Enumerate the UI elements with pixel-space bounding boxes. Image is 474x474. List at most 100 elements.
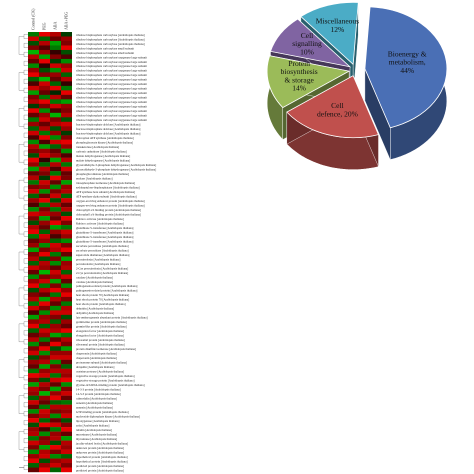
heatmap-cell bbox=[39, 58, 50, 64]
heatmap-row-label: predicted protein [Arabidopsis thaliana] bbox=[76, 468, 124, 472]
heatmap-cell bbox=[28, 409, 39, 414]
heatmap-cell bbox=[39, 234, 50, 239]
heatmap-cell bbox=[50, 310, 61, 316]
heatmap-cell bbox=[50, 449, 61, 455]
heatmap-cell bbox=[50, 126, 61, 131]
heatmap-row-label: ribulose bisphosphate carboxylase/oxygen… bbox=[76, 109, 147, 113]
pie-slice-label: Cell defence, 20% bbox=[317, 101, 358, 118]
heatmap-row-label: ubiquitin [Arabidopsis thaliana] bbox=[76, 365, 114, 369]
heatmap-cell bbox=[28, 296, 39, 302]
heatmap-cell bbox=[61, 436, 72, 441]
heatmap-cell bbox=[61, 337, 72, 342]
heatmap-row-label: ribulose bisphosphate carboxylase [Arabi… bbox=[76, 37, 145, 41]
heatmap-row-label: nucleoside diphosphate kinase [Arabidops… bbox=[76, 414, 140, 418]
heatmap-cell bbox=[39, 467, 50, 473]
heatmap-cell bbox=[61, 440, 72, 446]
heatmap-cell bbox=[61, 58, 72, 64]
heatmap-cell bbox=[39, 368, 50, 374]
heatmap-row-label: ribulose bisphosphate carboxylase/oxygen… bbox=[76, 78, 147, 82]
heatmap-cell bbox=[28, 252, 39, 257]
heatmap-cell bbox=[50, 283, 61, 289]
heatmap-cell bbox=[39, 436, 50, 441]
heatmap-column-label: ABA+PEG bbox=[64, 12, 69, 30]
heatmap-cell bbox=[28, 368, 39, 374]
heatmap-cell bbox=[61, 283, 72, 289]
heatmap-row-label: glyceraldehyde-3-phosphate dehydrogenase… bbox=[76, 168, 156, 172]
heatmap-cell bbox=[61, 90, 72, 96]
heatmap-cell bbox=[61, 274, 72, 280]
heatmap-cell bbox=[39, 207, 50, 212]
heatmap-row-label: Rubisco activase [Arabidopsis thaliana] bbox=[76, 217, 124, 221]
heatmap-cell bbox=[50, 153, 61, 158]
heatmap-cell bbox=[50, 67, 61, 73]
heatmap-cell bbox=[61, 252, 72, 257]
heatmap-cell bbox=[39, 413, 50, 419]
heatmap-row-label: ribulose bisphosphate carboxylase/oxygen… bbox=[76, 105, 147, 109]
heatmap-cell bbox=[61, 99, 72, 105]
heatmap-row-label: calmodulin [Arabidopsis thaliana] bbox=[76, 396, 117, 400]
heatmap-cell bbox=[50, 364, 61, 369]
heatmap-row-label: chlorophyll a/b binding protein [Arabido… bbox=[76, 212, 141, 216]
heatmap-cell bbox=[39, 180, 50, 185]
heatmap-cell bbox=[61, 355, 72, 360]
heatmap-row-label: ribulose bisphosphate carboxylase/oxygen… bbox=[76, 69, 147, 73]
heatmap-row-label: 2-Cys peroxiredoxin [Arabidopsis thalian… bbox=[76, 271, 128, 275]
heatmap-cell bbox=[50, 404, 61, 410]
heatmap-cell bbox=[61, 404, 72, 410]
heatmap-cell bbox=[39, 216, 50, 221]
heatmap-cell bbox=[50, 400, 61, 405]
heatmap-row-label: ribulose bisphosphate carboxylase/oxygen… bbox=[76, 55, 147, 59]
heatmap-cell bbox=[61, 454, 72, 459]
heatmap-cell bbox=[50, 135, 61, 140]
heatmap-cell bbox=[28, 112, 39, 118]
heatmap-cell bbox=[61, 72, 72, 78]
heatmap-cell bbox=[61, 400, 72, 405]
heatmap-cell bbox=[39, 386, 50, 392]
heatmap-cell bbox=[61, 346, 72, 351]
heatmap-cell bbox=[50, 350, 61, 356]
heatmap-cell bbox=[50, 243, 61, 248]
heatmap-cell bbox=[39, 355, 50, 360]
heatmap-cell bbox=[61, 94, 72, 100]
heatmap-cell bbox=[39, 418, 50, 423]
heatmap-cell bbox=[50, 301, 61, 307]
heatmap-row-label: ribulose bisphosphate carboxylase/oxygen… bbox=[76, 87, 147, 91]
heatmap-row-label: annexin [Arabidopsis thaliana] bbox=[76, 401, 113, 405]
heatmap-cell bbox=[28, 139, 39, 145]
heatmap-cell bbox=[61, 431, 72, 437]
heatmap-cell bbox=[39, 238, 50, 244]
heatmap-cell bbox=[39, 377, 50, 383]
heatmap-cell bbox=[28, 364, 39, 369]
heatmap-cell bbox=[61, 139, 72, 145]
heatmap-row-label: glycine-rich RNA-binding protein [Arabid… bbox=[76, 383, 144, 387]
heatmap-cell bbox=[39, 108, 50, 114]
heatmap-cell bbox=[39, 175, 50, 181]
heatmap-cell bbox=[28, 67, 39, 73]
heatmap-row-label: hypothetical protein [Arabidopsis thalia… bbox=[76, 459, 128, 463]
heatmap-cell bbox=[28, 373, 39, 378]
heatmap-row-label: elongation factor [Arabidopsis thaliana] bbox=[76, 334, 124, 338]
heatmap-cell bbox=[39, 112, 50, 118]
heatmap-row-label: ribosomal protein [Arabidopsis thaliana] bbox=[76, 343, 125, 347]
heatmap-cell bbox=[61, 103, 72, 109]
heatmap-row-label: ribulose bisphosphate carboxylase/oxygen… bbox=[76, 100, 147, 104]
heatmap-cell bbox=[28, 413, 39, 419]
heatmap-cell bbox=[61, 310, 72, 316]
heatmap-row-label: germin-like protein [Arabidopsis thalian… bbox=[76, 320, 127, 324]
heatmap-cell bbox=[39, 211, 50, 217]
heatmap-cell bbox=[28, 395, 39, 401]
heatmap-cell bbox=[61, 458, 72, 464]
heatmap-row-label: unknown protein [Arabidopsis thaliana] bbox=[76, 450, 124, 454]
heatmap-cell bbox=[39, 148, 50, 154]
heatmap-row-label: jacalin-related lectin [Arabidopsis thal… bbox=[75, 441, 128, 445]
heatmap-cell bbox=[39, 341, 50, 347]
heatmap-cell bbox=[39, 422, 50, 428]
heatmap-cell bbox=[50, 323, 61, 329]
heatmap-cell bbox=[28, 274, 39, 280]
heatmap-cell bbox=[28, 305, 39, 311]
heatmap-cell bbox=[39, 144, 50, 149]
heatmap-cell bbox=[28, 418, 39, 423]
heatmap-cell bbox=[50, 413, 61, 419]
heatmap-cell bbox=[61, 386, 72, 392]
heatmap-row-label: enolase [Arabidopsis thaliana] bbox=[76, 176, 113, 180]
